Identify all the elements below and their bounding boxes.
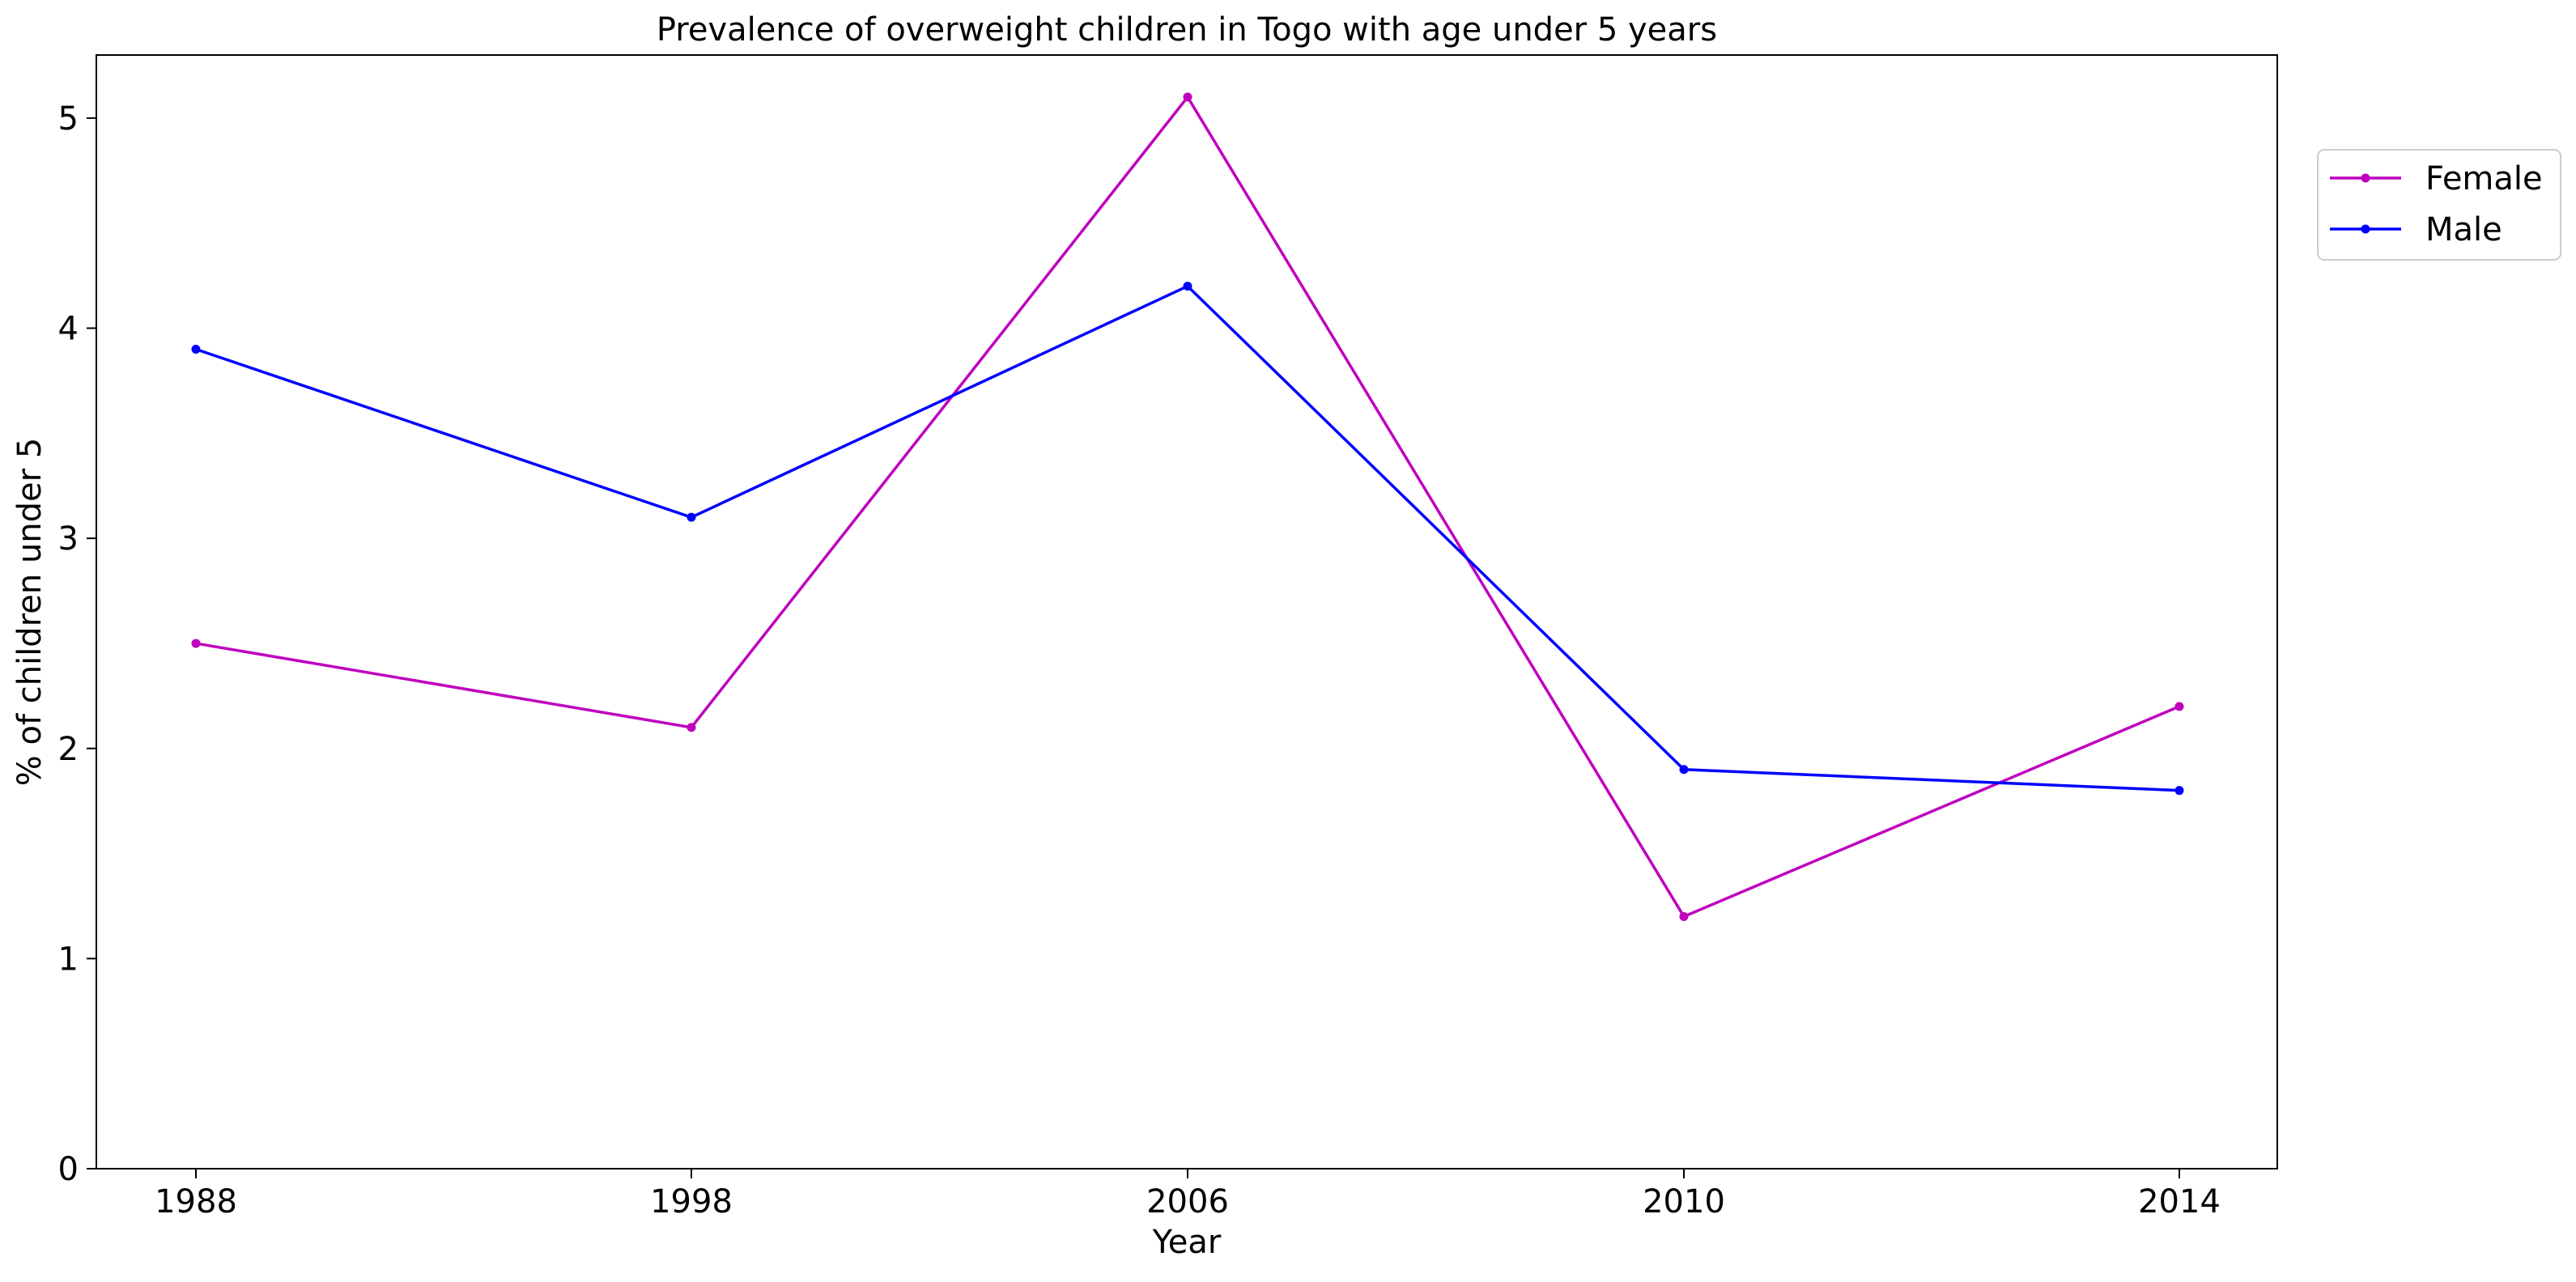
series-female-point — [1679, 911, 1689, 921]
series-female-point — [687, 723, 696, 732]
y-tick-label: 4 — [58, 311, 79, 348]
x-tick-label: 1998 — [650, 1183, 733, 1220]
series-male-point — [1183, 282, 1192, 291]
series-layer — [191, 92, 2184, 921]
x-tick-label: 1988 — [155, 1183, 237, 1220]
x-axis-label: Year — [1152, 1224, 1222, 1261]
legend-male-label: Male — [2425, 211, 2502, 248]
legend-female-label: Female — [2425, 160, 2543, 197]
x-tick-label: 2010 — [1643, 1183, 1725, 1220]
legend: Female Male — [2317, 149, 2561, 261]
x-axis: 1988 1998 2006 2010 2014 — [155, 1169, 2221, 1220]
series-male-point — [1679, 765, 1689, 775]
x-tick-label: 2006 — [1146, 1183, 1229, 1220]
y-tick-label: 5 — [58, 100, 79, 138]
y-tick-label: 0 — [58, 1151, 79, 1188]
series-female-point — [2174, 702, 2184, 711]
legend-male-marker — [2361, 224, 2370, 234]
series-male-point — [191, 344, 201, 354]
x-tick-label: 2014 — [2138, 1183, 2221, 1220]
chart-title: Prevalence of overweight children in Tog… — [657, 11, 1717, 49]
series-male-point — [687, 512, 696, 522]
y-tick-label: 1 — [58, 940, 79, 978]
series-male-point — [2174, 786, 2184, 796]
legend-female-marker — [2361, 173, 2370, 183]
y-axis-label: % of children under 5 — [11, 438, 49, 787]
y-tick-label: 3 — [58, 520, 79, 558]
series-female-point — [191, 639, 201, 648]
y-axis: 0 1 2 3 4 5 — [58, 100, 96, 1188]
y-tick-label: 2 — [58, 731, 79, 768]
series-female-point — [1183, 92, 1192, 102]
